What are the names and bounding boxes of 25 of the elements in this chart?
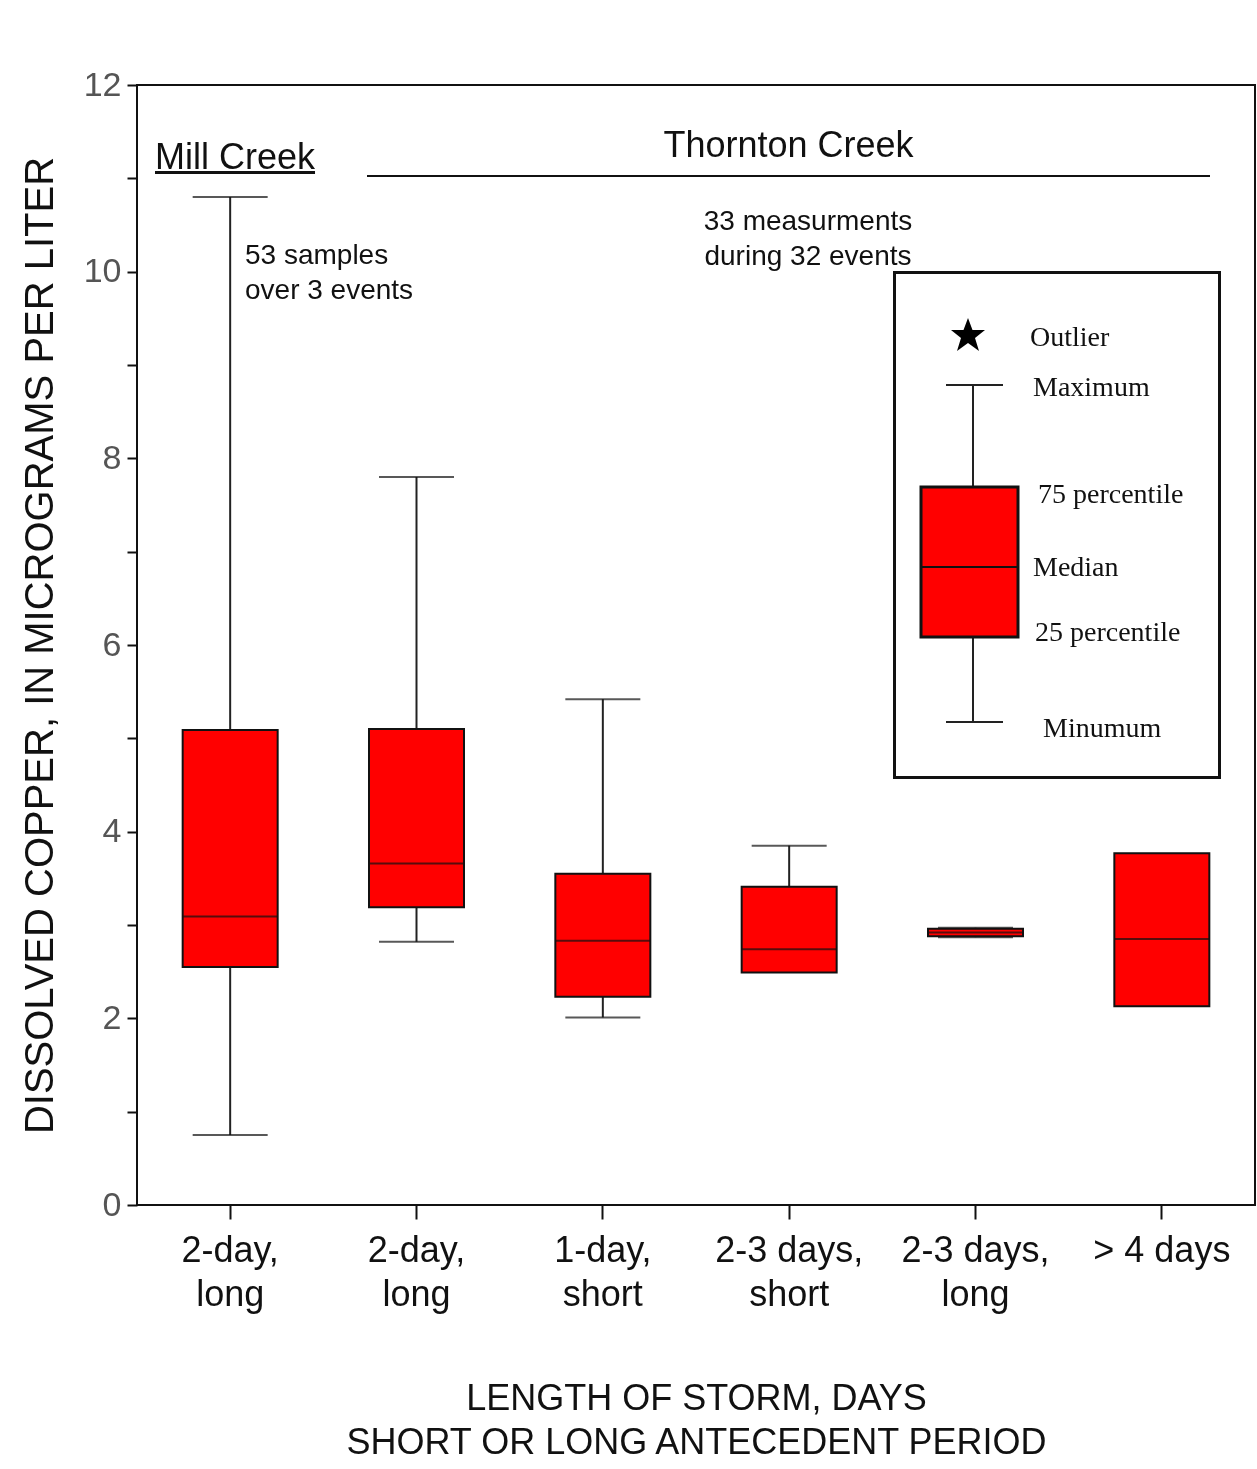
annotation: Thornton Creek [662, 123, 915, 167]
y-tick-label: 6 [102, 624, 122, 663]
annotation: Median [1033, 551, 1119, 583]
x-tick-label: 1-day, short [554, 1228, 652, 1314]
annotation: Minumum [1043, 712, 1162, 744]
annotation: Mill Creek [155, 135, 316, 179]
y-tick-label: 10 [83, 251, 122, 290]
annotation: 33 measurments during 32 events [702, 204, 914, 273]
y-tick-label: 12 [83, 64, 122, 103]
annotation: Maximum [1033, 371, 1150, 403]
x-tick-label: 2-3 days, short [715, 1228, 864, 1314]
x-axis-title: LENGTH OF STORM, DAYS SHORT OR LONG ANTECEDENT PERIOD [346, 1376, 1047, 1462]
x-tick-label: 2-3 days, long [901, 1228, 1050, 1314]
x-tick-label: 2-day, long [181, 1228, 279, 1314]
y-tick-label: 0 [102, 1184, 122, 1223]
annotation: 75 percentile [1038, 478, 1184, 510]
annotation: Outlier [1030, 321, 1110, 353]
y-tick-label: 4 [102, 811, 122, 850]
y-tick-label: 2 [102, 997, 122, 1036]
annotation: 53 samples over 3 events [245, 238, 414, 307]
y-tick-label: 8 [102, 437, 122, 476]
annotation: 25 percentile [1035, 616, 1181, 648]
x-tick-label: > 4 days [1093, 1228, 1231, 1270]
x-tick-label: 2-day, long [367, 1228, 466, 1314]
y-axis-title: DISSOLVED COPPER, IN MICROGRAMS PER LITER [16, 156, 61, 1135]
